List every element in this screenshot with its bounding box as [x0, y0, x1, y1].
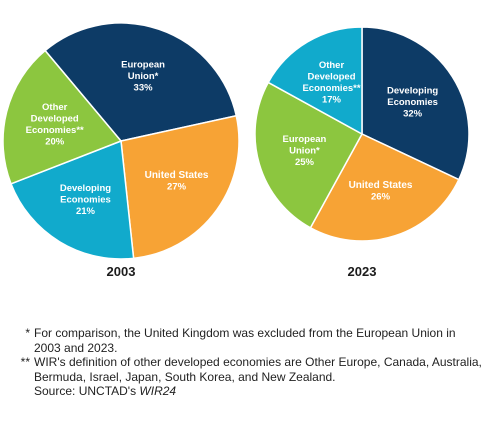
pie-slice: [44, 22, 238, 142]
slice-label: United States 26%: [349, 180, 413, 203]
source-title: WIR24: [139, 384, 177, 398]
slice-label: Developing Economies 32%: [387, 85, 438, 119]
pie-charts: European Union* 33%United States 27%Develop…: [2, 22, 470, 279]
slice-name-line: Union*: [289, 146, 320, 157]
slice-value-label: 33%: [134, 83, 154, 94]
slice-value-label: 21%: [76, 206, 96, 217]
slice-label: United States 27%: [145, 170, 209, 193]
slice-name-line: Other: [42, 102, 68, 113]
footnote-1: * For comparison, the United Kingdom was…: [12, 326, 482, 355]
slice-name-line: Economies**: [26, 125, 84, 136]
chart-title-2023: 2023: [348, 264, 377, 279]
footnote-2-mark: **: [20, 355, 30, 369]
pie-slice: [254, 81, 364, 229]
pie-slice: [10, 139, 135, 260]
pie-slice: [2, 49, 123, 185]
pie-slice: [361, 26, 470, 181]
slice-label: European Union* 25%: [283, 134, 327, 168]
slice-name-line: European: [121, 60, 165, 71]
slice-name-line: Developing: [60, 183, 111, 194]
slice-name-line: Developed: [307, 72, 355, 83]
slice-label: Other Developed Economies** 20%: [26, 102, 84, 148]
slice-value-label: 32%: [403, 108, 423, 119]
footnote-2-text: WIR's definition of other developed econ…: [34, 355, 482, 384]
slice-value-label: 20%: [45, 136, 65, 147]
slice-label: Developing Economies 21%: [60, 183, 111, 217]
pie-slice: [267, 26, 363, 136]
slice-name-line: Economies**: [302, 83, 360, 94]
slice-name-line: United States: [349, 180, 413, 191]
slice-name-line: Developed: [31, 113, 79, 124]
slice-value-label: 25%: [295, 157, 315, 168]
footnote-1-mark: *: [25, 326, 30, 340]
pie-2023: Developing Economies 32% United States 26% Eu…: [254, 26, 470, 279]
slice-name-line: Economies: [60, 194, 111, 205]
source-line: Source: UNCTAD's WIR24: [12, 384, 482, 399]
slice-name-line: United States: [145, 170, 209, 181]
chart-title-2003: 2003: [107, 264, 136, 279]
slice-label: European Union* 33%: [121, 60, 165, 94]
footnotes: * For comparison, the United Kingdom was…: [12, 326, 482, 399]
slice-name-line: Union*: [128, 71, 159, 82]
footnote-2: ** WIR's definition of other developed e…: [12, 355, 482, 384]
slice-name-line: Economies: [387, 97, 438, 108]
slice-name-line: Developing: [387, 85, 438, 96]
slice-value-label: 17%: [322, 95, 342, 106]
source-prefix: Source: UNCTAD's: [34, 384, 140, 398]
slice-name-line: European: [283, 134, 327, 145]
pie-2003: European Union* 33% United States 27% Develop…: [2, 22, 240, 279]
pie-slice: [120, 114, 240, 260]
slice-name-line: Other: [319, 60, 345, 71]
footnote-1-text: For comparison, the United Kingdom was e…: [34, 326, 456, 355]
slice-label: Other Developed Economies** 17%: [302, 60, 360, 106]
slice-value-label: 27%: [167, 182, 187, 193]
slice-value-label: 26%: [371, 192, 391, 203]
